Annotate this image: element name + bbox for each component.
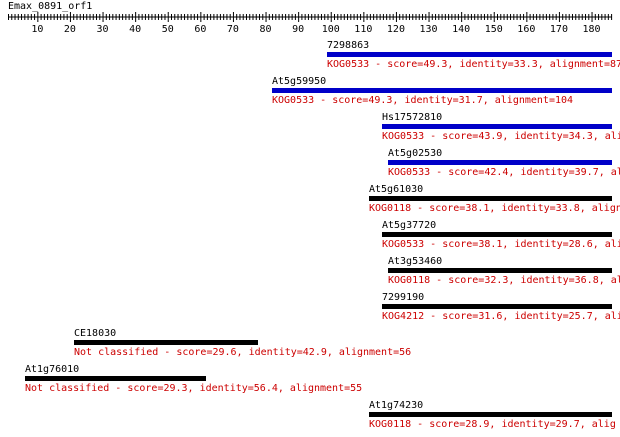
hit-alignment-bar[interactable] [388, 160, 612, 165]
hit-alignment-bar[interactable] [369, 196, 612, 201]
hit-description: KOG4212 - score=31.6, identity=25.7, ali… [382, 311, 620, 322]
hit-description: KOG0533 - score=38.1, identity=28.6, ali… [382, 239, 620, 250]
hit-alignment-bar[interactable] [25, 376, 206, 381]
hit-description: KOG0533 - score=43.9, identity=34.3, ali… [382, 131, 620, 142]
position-ruler: 10 20 30 40 50 60 70 80 90 100 110 120 130 140 150 160 1… [8, 12, 613, 35]
hit-name[interactable]: At1g74230 [369, 400, 424, 411]
hit-name[interactable]: 7298863 [327, 40, 370, 51]
hit-alignment-bar[interactable] [369, 412, 612, 417]
hit-description: Not classified - score=29.6, identity=42… [74, 347, 412, 358]
ruler-tick-label: 100 [322, 24, 340, 35]
hit-name[interactable]: Hs17572810 [382, 112, 443, 123]
ruler-tick-label: 40 [129, 24, 141, 35]
ruler-tick-label: 150 [485, 24, 503, 35]
ruler-tick-label: 30 [97, 24, 109, 35]
hit-description: KOG0533 - score=49.3, identity=31.7, ali… [272, 95, 574, 106]
ruler-tick-label: 180 [583, 24, 601, 35]
ruler-tick-label: 140 [452, 24, 470, 35]
hit-name[interactable]: At3g53460 [388, 256, 443, 267]
hit-alignment-bar[interactable] [382, 124, 612, 129]
ruler-tick-label: 90 [292, 24, 304, 35]
hit-name[interactable]: At5g61030 [369, 184, 424, 195]
hit-description: KOG0118 - score=28.9, identity=29.7, ali… [369, 419, 616, 430]
ruler-tick-label: 20 [64, 24, 76, 35]
ruler-tick-label: 110 [354, 24, 372, 35]
ruler-tick-label: 80 [260, 24, 272, 35]
hit-alignment-bar[interactable] [272, 88, 612, 93]
hit-name[interactable]: At5g59950 [272, 76, 327, 87]
ruler-tick-label: 50 [162, 24, 174, 35]
hit-alignment-bar[interactable] [382, 304, 612, 309]
ruler-tick-label: 60 [194, 24, 206, 35]
ruler-tick-label: 170 [550, 24, 568, 35]
hit-alignment-bar[interactable] [327, 52, 612, 57]
hit-name[interactable]: CE18030 [74, 328, 117, 339]
hit-description: KOG0533 - score=49.3, identity=33.3, ali… [327, 59, 620, 70]
hit-description: KOG0118 - score=32.3, identity=36.8, ali [388, 275, 620, 286]
hit-name[interactable]: At5g37720 [382, 220, 437, 231]
hit-alignment-bar[interactable] [382, 232, 612, 237]
hit-name[interactable]: At1g76010 [25, 364, 80, 375]
hit-description: KOG0118 - score=38.1, identity=33.8, ali… [369, 203, 620, 214]
ruler-tick-label: 70 [227, 24, 239, 35]
hit-description: Not classified - score=29.3, identity=56… [25, 383, 363, 394]
hit-name[interactable]: 7299190 [382, 292, 425, 303]
ruler-tick-label: 130 [420, 24, 438, 35]
ruler-tick-label: 160 [517, 24, 535, 35]
hit-alignment-bar[interactable] [74, 340, 258, 345]
query-title: Emax_0891_orf1 [8, 1, 93, 12]
hit-description: KOG0533 - score=42.4, identity=39.7, ali [388, 167, 620, 178]
ruler-tick-label: 10 [31, 24, 43, 35]
hit-name[interactable]: At5g02530 [388, 148, 443, 159]
hit-alignment-bar[interactable] [388, 268, 612, 273]
ruler-tick-label: 120 [387, 24, 405, 35]
